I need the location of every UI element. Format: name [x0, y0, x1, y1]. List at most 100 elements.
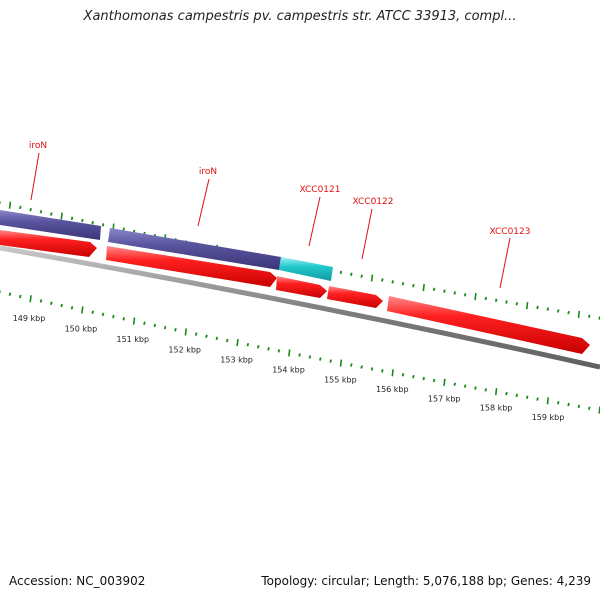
scale-label: 149 kbp: [13, 314, 46, 323]
minor-tick: [381, 369, 384, 373]
minor-tick: [505, 300, 508, 304]
minor-tick: [122, 317, 126, 321]
gene-label-iron-1[interactable]: iroN: [29, 141, 47, 151]
cds-track: [0, 230, 590, 354]
backbone-ring: [0, 245, 600, 370]
gene-track: [0, 210, 333, 281]
map-title: Xanthomonas campestris pv. campestris st…: [83, 9, 517, 24]
cds-arrow-xcc0123[interactable]: [387, 296, 590, 354]
minor-tick: [112, 314, 115, 319]
minor-tick: [153, 323, 157, 328]
scale-label: 154 kbp: [272, 366, 305, 375]
minor-tick: [443, 289, 446, 293]
major-tick: [391, 369, 394, 377]
major-tick: [339, 359, 343, 367]
cds-arrow-xcc0122[interactable]: [327, 286, 383, 308]
minor-tick: [298, 353, 301, 357]
gene-feature-iron-1[interactable]: [0, 210, 101, 240]
minor-tick: [329, 359, 332, 363]
gene-label-iron-2[interactable]: iroN: [199, 167, 217, 177]
major-tick: [494, 388, 498, 396]
cds-arrow-xcc0121[interactable]: [276, 276, 327, 298]
major-tick: [81, 306, 84, 314]
scale-label: 157 kbp: [428, 394, 461, 403]
minor-tick: [587, 406, 591, 410]
genome-summary-text: Topology: circular; Length: 5,076,188 bp…: [261, 574, 591, 588]
minor-tick: [360, 274, 363, 278]
scale-label: 159 kbp: [532, 413, 565, 422]
gene-label-xcc0122[interactable]: XCC0122: [353, 197, 394, 207]
minor-tick: [567, 402, 570, 407]
minor-tick: [546, 307, 550, 311]
cds-arrow-iron-2[interactable]: [106, 246, 277, 287]
minor-tick: [70, 216, 74, 221]
major-tick: [132, 317, 136, 325]
minor-tick: [277, 349, 281, 353]
minor-tick: [463, 384, 467, 388]
minor-tick: [339, 270, 343, 275]
minor-tick: [401, 282, 405, 286]
minor-tick: [19, 205, 22, 210]
minor-tick: [587, 314, 591, 318]
scale-label: 152 kbp: [168, 345, 201, 354]
label-leader-line: [308, 196, 321, 247]
major-tick: [443, 378, 446, 386]
label-leader-line: [197, 178, 210, 227]
minor-tick: [225, 338, 229, 343]
major-tick: [577, 310, 581, 319]
major-tick: [525, 302, 529, 310]
major-tick: [60, 212, 63, 220]
minor-tick: [515, 302, 519, 306]
misc-feature-xcc0121[interactable]: [279, 257, 333, 281]
accession-text: Accession: NC_003902: [9, 574, 146, 588]
gene-label-xcc0121[interactable]: XCC0121: [300, 185, 341, 195]
minor-tick: [515, 393, 519, 398]
minor-tick: [81, 218, 84, 223]
minor-tick: [422, 376, 426, 381]
minor-tick: [91, 220, 94, 225]
minor-tick: [432, 378, 436, 383]
cds-arrow-iron-1[interactable]: [0, 230, 97, 257]
minor-tick: [174, 328, 177, 332]
minor-tick: [360, 365, 363, 369]
major-tick: [8, 201, 12, 209]
minor-tick: [577, 404, 581, 409]
scale-label: 155 kbp: [324, 375, 357, 384]
major-tick: [236, 338, 239, 347]
minor-tick: [8, 292, 12, 296]
minor-tick: [536, 305, 539, 310]
minor-tick: [50, 212, 53, 216]
gene-label-xcc0123[interactable]: XCC0123: [490, 227, 531, 237]
minor-tick: [350, 363, 353, 367]
inner-tick-ring: [0, 290, 600, 414]
label-leader-line: [499, 237, 511, 289]
minor-tick: [432, 287, 436, 292]
minor-tick: [29, 207, 32, 212]
minor-tick: [556, 309, 560, 313]
scale-label: 156 kbp: [376, 385, 409, 394]
minor-tick: [194, 332, 198, 336]
minor-tick: [391, 280, 394, 284]
minor-tick: [60, 303, 63, 308]
minor-tick: [525, 395, 529, 399]
gene-feature-iron-2[interactable]: [108, 228, 281, 270]
minor-tick: [246, 342, 250, 347]
scale-labels: 149 kbp 150 kbp 151 kbp 152 kbp 153 kbp 154 k…: [13, 314, 565, 422]
minor-tick: [484, 388, 488, 392]
minor-tick: [370, 367, 374, 371]
minor-tick: [453, 382, 457, 386]
minor-tick: [350, 272, 353, 276]
major-tick: [474, 293, 477, 301]
minor-tick: [19, 294, 22, 299]
minor-tick: [39, 299, 43, 303]
minor-tick: [50, 301, 53, 305]
major-tick: [546, 397, 550, 405]
minor-tick: [308, 355, 312, 359]
minor-tick: [494, 298, 498, 302]
minor-tick: [91, 310, 94, 314]
minor-tick: [536, 397, 539, 401]
scale-label: 150 kbp: [65, 325, 98, 334]
minor-tick: [101, 223, 105, 227]
minor-tick: [319, 357, 322, 361]
